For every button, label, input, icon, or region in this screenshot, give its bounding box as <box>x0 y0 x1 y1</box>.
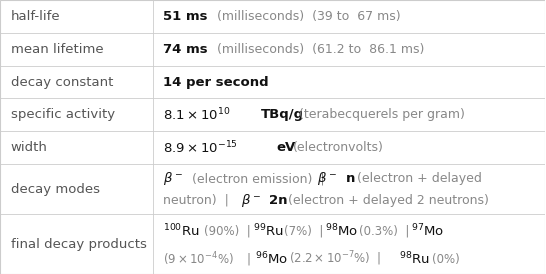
Text: $^{99}$Ru: $^{99}$Ru <box>253 222 284 239</box>
Text: $^{100}$Ru: $^{100}$Ru <box>163 222 200 239</box>
Text: (electron + delayed 2 neutrons): (electron + delayed 2 neutrons) <box>288 193 489 207</box>
Text: neutron)  |: neutron) | <box>163 193 229 207</box>
Text: $^{98}$Mo: $^{98}$Mo <box>325 222 358 239</box>
Text: half-life: half-life <box>11 10 61 23</box>
Text: 2n: 2n <box>269 193 288 207</box>
Text: 51 ms: 51 ms <box>163 10 208 23</box>
Text: specific activity: specific activity <box>11 109 115 121</box>
Text: |: | <box>246 253 250 266</box>
Text: (electron emission)  |: (electron emission) | <box>192 172 324 185</box>
Text: (90%)  |: (90%) | <box>204 224 251 237</box>
Text: $\beta^-$: $\beta^-$ <box>317 170 337 187</box>
Text: 14 per second: 14 per second <box>163 76 269 89</box>
Text: mean lifetime: mean lifetime <box>11 43 104 56</box>
Text: $(9\times10^{-4}$%): $(9\times10^{-4}$%) <box>163 250 234 268</box>
Text: $\beta^-$: $\beta^-$ <box>241 192 261 209</box>
Text: (0.3%)  |: (0.3%) | <box>359 224 409 237</box>
Text: 74 ms: 74 ms <box>163 43 208 56</box>
Text: (0%): (0%) <box>431 253 459 266</box>
Text: (terabecquerels per gram): (terabecquerels per gram) <box>299 109 465 121</box>
Text: $^{96}$Mo: $^{96}$Mo <box>255 251 288 267</box>
Text: (milliseconds)  (61.2 to  86.1 ms): (milliseconds) (61.2 to 86.1 ms) <box>217 43 424 56</box>
Text: eV: eV <box>277 141 296 154</box>
Text: n: n <box>346 172 355 185</box>
Text: $^{98}$Ru: $^{98}$Ru <box>399 251 430 267</box>
Text: width: width <box>11 141 48 154</box>
Text: final decay products: final decay products <box>11 238 147 250</box>
Text: $8.9\times10^{-15}$: $8.9\times10^{-15}$ <box>163 139 239 156</box>
Text: $8.1\times10^{10}$: $8.1\times10^{10}$ <box>163 107 231 123</box>
Text: $\beta^-$: $\beta^-$ <box>163 170 183 187</box>
Text: $(2.2\times10^{-7}$%)  |: $(2.2\times10^{-7}$%) | <box>289 250 381 269</box>
Text: decay constant: decay constant <box>11 76 113 89</box>
Text: TBq/g: TBq/g <box>260 109 304 121</box>
Text: (electronvolts): (electronvolts) <box>293 141 384 154</box>
Text: decay modes: decay modes <box>11 182 100 196</box>
Text: (milliseconds)  (39 to  67 ms): (milliseconds) (39 to 67 ms) <box>217 10 400 23</box>
Text: $^{97}$Mo: $^{97}$Mo <box>411 222 444 239</box>
Text: (electron + delayed: (electron + delayed <box>357 172 482 185</box>
Text: (7%)  |: (7%) | <box>284 224 324 237</box>
